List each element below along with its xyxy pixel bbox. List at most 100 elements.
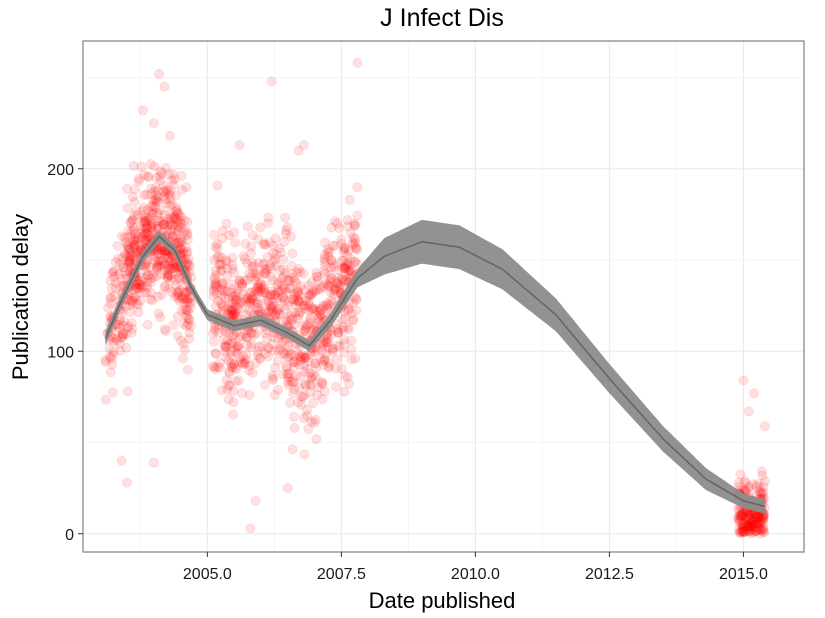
data-point [748, 522, 759, 533]
data-point [749, 512, 760, 523]
data-point [745, 526, 756, 537]
y-axis-title: Publication delay [8, 214, 33, 380]
data-point [166, 224, 177, 235]
data-point [339, 262, 350, 273]
data-point [157, 245, 168, 256]
data-point [278, 254, 289, 265]
data-point [121, 329, 132, 340]
data-point [265, 290, 276, 301]
data-point [286, 314, 297, 325]
data-point [230, 301, 241, 312]
data-point [106, 283, 117, 294]
data-point [158, 186, 169, 197]
data-point [122, 203, 133, 214]
data-point [744, 481, 755, 492]
data-point [748, 516, 759, 527]
data-point [324, 357, 335, 368]
data-point [344, 194, 355, 205]
data-point [283, 372, 294, 383]
data-point [337, 274, 348, 285]
data-point [159, 324, 170, 335]
data-point [283, 275, 294, 286]
data-point [295, 281, 306, 292]
data-point [300, 380, 311, 391]
data-point [229, 309, 240, 320]
data-point [336, 273, 347, 284]
data-point [320, 337, 331, 348]
data-point [259, 258, 270, 269]
data-point [250, 358, 261, 369]
data-point [126, 317, 137, 328]
data-point [750, 526, 761, 537]
data-point [352, 244, 363, 255]
data-point [262, 295, 273, 306]
data-point [163, 263, 174, 274]
data-point [319, 386, 330, 397]
data-point [144, 214, 155, 225]
data-point [210, 279, 221, 290]
data-point [259, 379, 270, 390]
data-point [247, 257, 258, 268]
data-point [217, 300, 228, 311]
data-point [112, 335, 123, 346]
data-point [281, 315, 292, 326]
data-point [157, 256, 168, 267]
data-point [182, 216, 193, 227]
data-point [237, 388, 248, 399]
data-point [301, 404, 312, 415]
data-point [131, 291, 142, 302]
data-point [183, 314, 194, 325]
data-point [306, 380, 317, 391]
data-point [105, 351, 116, 362]
panel-border [82, 40, 805, 553]
data-point [164, 270, 175, 281]
data-point [255, 279, 266, 290]
data-point [246, 291, 257, 302]
data-point [759, 475, 770, 486]
data-point [231, 376, 242, 387]
data-point [293, 145, 304, 156]
data-point [278, 347, 289, 358]
data-point [181, 304, 192, 315]
data-point [176, 237, 187, 248]
data-point [287, 444, 298, 455]
data-point [744, 513, 755, 524]
data-point [277, 369, 288, 380]
data-point [735, 528, 746, 539]
data-point [246, 338, 257, 349]
data-point [751, 526, 762, 537]
data-point [264, 306, 275, 317]
data-point [738, 526, 749, 537]
data-point [175, 234, 186, 245]
data-point [174, 296, 185, 307]
data-point [323, 361, 334, 372]
data-point [165, 255, 176, 266]
data-point [142, 281, 153, 292]
data-point [327, 344, 338, 355]
data-point [130, 235, 141, 246]
data-point [221, 218, 232, 229]
data-point [242, 221, 253, 232]
data-point [348, 314, 359, 325]
data-point [257, 259, 268, 270]
data-point [111, 277, 122, 288]
data-point [289, 422, 300, 433]
data-point [331, 282, 342, 293]
data-point [108, 266, 119, 277]
data-point [172, 330, 183, 341]
data-point [242, 258, 253, 269]
data-point [153, 192, 164, 203]
data-point [753, 478, 764, 489]
data-point [172, 204, 183, 215]
data-point [752, 519, 763, 530]
data-point [119, 248, 130, 259]
data-point [223, 293, 234, 304]
data-point [146, 218, 157, 229]
data-point [346, 335, 357, 346]
data-point [751, 525, 762, 536]
data-point [231, 287, 242, 298]
data-point [304, 289, 315, 300]
data-point [159, 249, 170, 260]
data-point [326, 222, 337, 233]
